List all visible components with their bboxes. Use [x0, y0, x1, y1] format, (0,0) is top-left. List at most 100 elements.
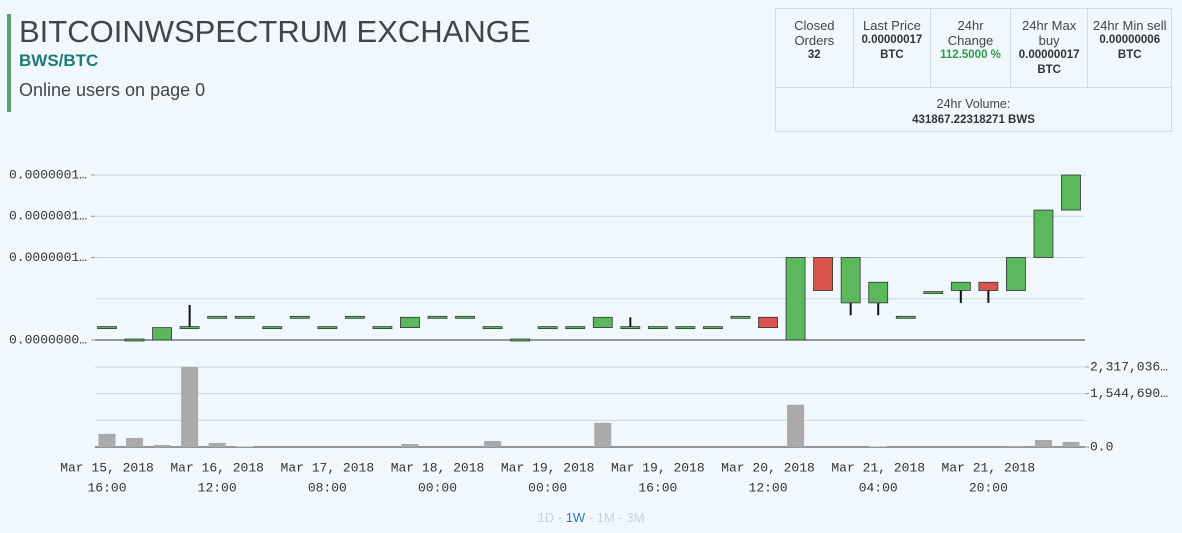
range-button[interactable]: 1M	[596, 510, 615, 525]
range-button[interactable]: 1W	[565, 510, 586, 525]
volume-bar	[98, 433, 116, 447]
candle-body	[317, 326, 338, 330]
y-tick-label: 0.0000001…	[9, 167, 87, 182]
stat-value: 112.5000 %	[940, 49, 1001, 61]
stat-value: 32	[807, 49, 821, 61]
x-tick-label: Mar 17, 2018	[281, 460, 375, 475]
candle-body	[565, 326, 586, 330]
stat-label: 24hr Min sell	[1092, 18, 1167, 33]
separator: -	[557, 510, 563, 525]
x-tick-label: Mar 19, 2018	[501, 460, 595, 475]
volume-bar	[787, 404, 805, 447]
x-tick-label: Mar 21, 2018	[831, 460, 925, 475]
x-tick-label: Mar 16, 2018	[170, 460, 264, 475]
y-tick-label: 0.0000001…	[9, 250, 87, 265]
x-tick-label: 16:00	[638, 480, 677, 495]
candle-body	[1033, 209, 1054, 258]
candle-body	[179, 326, 200, 330]
candle-body	[289, 315, 310, 319]
candle-body	[592, 316, 613, 329]
x-tick-label: 20:00	[969, 480, 1008, 495]
y-tick-label: 0.0000000…	[9, 332, 87, 347]
volume-bar	[1034, 439, 1052, 447]
candle-body	[344, 315, 365, 319]
y-tick-label: 0.0000001…	[9, 209, 87, 224]
x-tick-label: 04:00	[859, 480, 898, 495]
y2-tick-label: 1,544,690…	[1090, 386, 1168, 401]
candle-body	[455, 315, 475, 319]
y2-tick-label: 0.0	[1090, 439, 1113, 454]
stat-value: 0.00000017 BTC	[861, 34, 923, 61]
candle-body	[262, 326, 283, 330]
candle-body	[840, 257, 861, 304]
candle-body	[482, 326, 503, 330]
volume-bar	[1062, 441, 1080, 447]
candle-body	[1061, 174, 1081, 211]
stat-label: 24hr Volume:	[936, 97, 1011, 111]
volume-bar	[181, 366, 199, 447]
stat-value: 0.00000017 BTC	[1018, 49, 1080, 76]
stat-cell: 24hr Change 112.5000 %	[931, 9, 1011, 87]
candle-body	[923, 291, 944, 294]
candle-body	[813, 257, 834, 291]
separator: -	[588, 510, 594, 525]
range-selector: 1D - 1W - 1M - 3M	[0, 510, 1182, 525]
x-tick-label: 08:00	[308, 480, 347, 495]
candle-body	[895, 315, 916, 319]
candle-body	[1006, 257, 1026, 291]
volume-stat: 24hr Volume: 431867.22318271 BWS	[776, 88, 1171, 128]
candle-body	[234, 315, 255, 319]
candle-body	[647, 326, 668, 330]
volume-bar	[484, 440, 502, 447]
candle-body	[703, 326, 723, 330]
candle-body	[537, 326, 558, 330]
online-users: Online users on page 0	[19, 80, 206, 100]
stat-label: Last Price	[863, 18, 921, 33]
stat-cell: Last Price 0.00000017 BTC	[854, 9, 932, 87]
x-tick-label: Mar 20, 2018	[721, 460, 815, 475]
candle-body	[620, 326, 641, 330]
stat-label: 24hr Max buy	[1022, 18, 1077, 48]
x-tick-label: 00:00	[528, 480, 567, 495]
candle-body	[400, 316, 420, 329]
stat-label: 24hr Change	[947, 18, 994, 48]
volume-bar	[208, 442, 226, 447]
candle-body	[758, 316, 778, 329]
range-button[interactable]: 1D	[537, 510, 555, 525]
x-tick-label: Mar 19, 2018	[611, 460, 705, 475]
stats-row: Closed Orders 32 Last Price 0.00000017 BTC 2…	[776, 9, 1171, 88]
stat-value: 431867.22318271 BWS	[912, 114, 1035, 126]
pair: BWS/BTC	[19, 51, 99, 70]
candle-body	[675, 326, 696, 330]
candle-body	[730, 315, 751, 319]
candle-body	[372, 326, 393, 330]
header: BITCOINWSPECTRUM EXCHANGE BWS/BTC Online…	[7, 14, 531, 112]
volume-bar	[869, 446, 887, 447]
x-tick-label: 16:00	[87, 480, 126, 495]
candle-body	[152, 327, 172, 341]
candle-body	[427, 315, 448, 319]
y2-tick-label: 2,317,036…	[1090, 359, 1168, 374]
x-tick-label: 12:00	[198, 480, 237, 495]
separator: -	[618, 510, 623, 525]
x-tick-label: 12:00	[749, 480, 788, 495]
title: BITCOINWSPECTRUM EXCHANGE	[19, 14, 531, 49]
range-button[interactable]: 3M	[626, 510, 645, 525]
candle-body	[950, 281, 971, 291]
volume-bar	[236, 446, 254, 447]
candle-body	[207, 315, 228, 319]
volume-bar	[401, 443, 419, 447]
x-tick-label: Mar 21, 2018	[942, 460, 1036, 475]
stat-label: Closed Orders	[794, 18, 835, 48]
x-tick-label: Mar 18, 2018	[391, 460, 485, 475]
volume-bar	[1007, 445, 1025, 447]
candle-body	[785, 257, 806, 341]
stat-cell: 24hr Max buy 0.00000017 BTC	[1011, 9, 1089, 87]
volume-bar	[126, 437, 144, 447]
candle-body	[97, 326, 117, 330]
x-tick-label: Mar 15, 2018	[60, 460, 154, 475]
stat-value: 0.00000006 BTC	[1099, 34, 1161, 61]
stats-box: Closed Orders 32 Last Price 0.00000017 BTC 2…	[775, 8, 1172, 132]
